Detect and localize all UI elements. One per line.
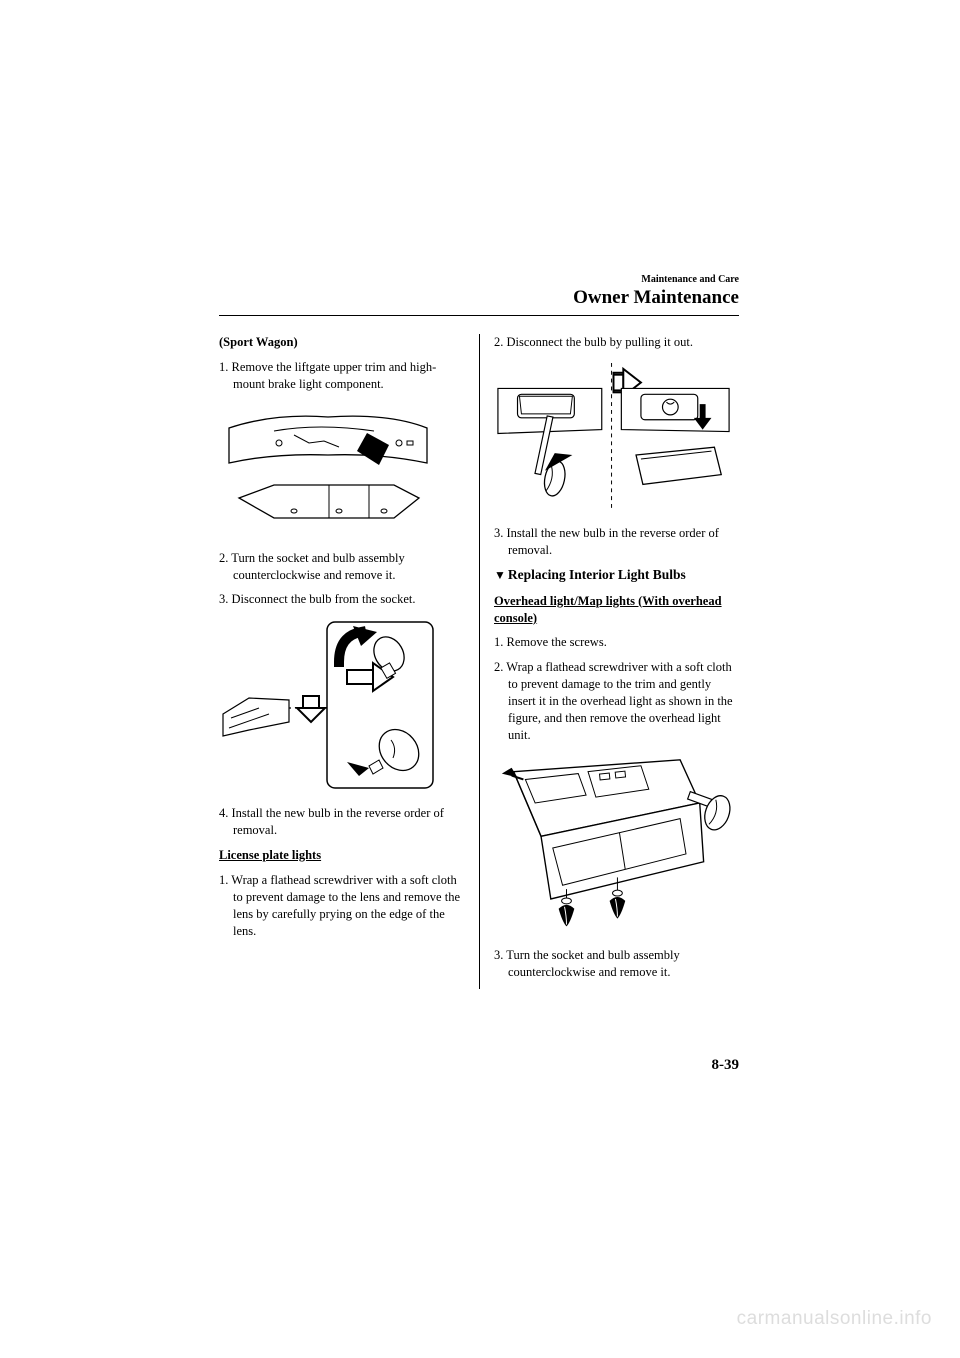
overhead-step-2: 2. Wrap a flathead screwdriver with a so… bbox=[494, 659, 739, 743]
section-title: Owner Maintenance bbox=[219, 287, 739, 309]
figure-socket-bulb bbox=[219, 618, 437, 793]
page-header: Maintenance and Care Owner Maintenance bbox=[219, 274, 739, 316]
figure-license-plate-lens bbox=[494, 361, 734, 513]
chapter-label: Maintenance and Care bbox=[219, 274, 739, 285]
left-step-1: 1. Remove the liftgate upper trim and hi… bbox=[219, 359, 465, 393]
left-step-3: 3. Disconnect the bulb from the socket. bbox=[219, 591, 465, 608]
right-column: 2. Disconnect the bulb by pulling it out… bbox=[479, 334, 739, 989]
overhead-heading: Overhead light/Map lights (With overhead… bbox=[494, 593, 739, 627]
plate-step-1: 1. Wrap a flathead screwdriver with a so… bbox=[219, 872, 465, 940]
manual-page: Maintenance and Care Owner Maintenance (… bbox=[219, 274, 739, 1074]
figure-overhead-light bbox=[494, 754, 734, 935]
two-column-layout: (Sport Wagon) 1. Remove the liftgate upp… bbox=[219, 334, 739, 989]
page-number: 8-39 bbox=[712, 1057, 740, 1074]
interior-bulbs-subheading: Replacing Interior Light Bulbs bbox=[494, 566, 739, 584]
interior-bulbs-subheading-text: Replacing Interior Light Bulbs bbox=[508, 567, 686, 582]
figure-liftgate-trim bbox=[219, 403, 437, 538]
overhead-step-3: 3. Turn the socket and bulb assembly cou… bbox=[494, 947, 739, 981]
variant-label: (Sport Wagon) bbox=[219, 334, 465, 351]
left-step-2: 2. Turn the socket and bulb assembly cou… bbox=[219, 550, 465, 584]
right-step-2: 2. Disconnect the bulb by pulling it out… bbox=[494, 334, 739, 351]
right-step-3: 3. Install the new bulb in the reverse o… bbox=[494, 525, 739, 559]
overhead-step-1: 1. Remove the screws. bbox=[494, 634, 739, 651]
left-column: (Sport Wagon) 1. Remove the liftgate upp… bbox=[219, 334, 479, 989]
license-plate-heading: License plate lights bbox=[219, 847, 465, 864]
watermark: carmanualsonline.info bbox=[737, 1308, 932, 1330]
left-step-4: 4. Install the new bulb in the reverse o… bbox=[219, 805, 465, 839]
